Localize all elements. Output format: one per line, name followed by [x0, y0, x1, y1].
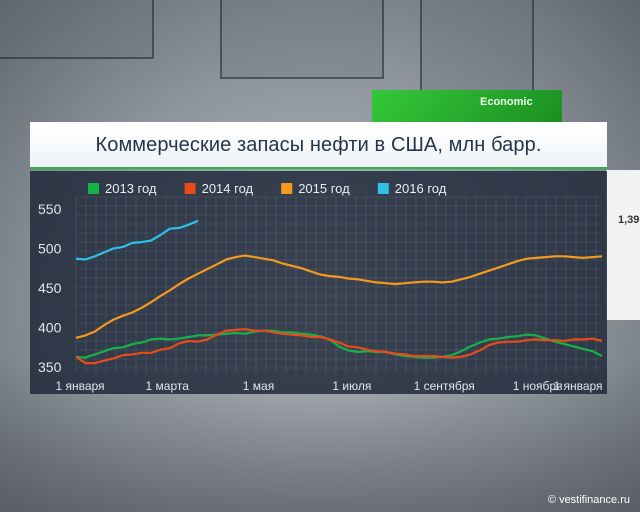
background-green-cube: [372, 90, 562, 122]
x-tick-label: 1 ноября: [513, 379, 563, 393]
chart-title: Коммерческие запасы нефти в США, млн бар…: [95, 134, 542, 156]
x-tick-label: 1 января: [553, 379, 602, 393]
x-tick-label: 1 июля: [332, 379, 371, 393]
y-tick-label: 500: [38, 240, 62, 256]
x-tick-label: 1 сентября: [414, 379, 475, 393]
x-tick-label: 1 марта: [146, 379, 190, 393]
background-side-panel: 1,39: [606, 170, 640, 320]
series-line: [75, 254, 603, 339]
legend-label: 2014 год: [202, 181, 254, 196]
series-line: [75, 328, 603, 365]
background-glass-box: [220, 0, 384, 79]
legend-swatch: [281, 183, 293, 194]
y-tick-label: 350: [38, 359, 62, 375]
chart-card: Коммерческие запасы нефти в США, млн бар…: [30, 122, 607, 394]
y-tick-label: 400: [38, 320, 62, 336]
chart-plot-panel: 350 400 450 500 550 1 января 1 марта 1 мая 1 июл…: [30, 171, 607, 394]
series-line: [75, 329, 603, 359]
watermark: © vestifinance.ru: [547, 494, 630, 506]
x-tick-label: 1 января: [55, 379, 104, 393]
x-tick-label: 1 мая: [243, 379, 274, 393]
legend-label: 2013 год: [105, 181, 157, 196]
legend-label: 2016 год: [395, 181, 447, 196]
background-glass-box: [420, 0, 534, 94]
line-chart: 350 400 450 500 550 1 января 1 марта 1 мая 1 июл…: [38, 181, 603, 393]
series-line: [75, 219, 199, 261]
y-tick-label: 550: [38, 201, 62, 217]
y-tick-label: 450: [38, 280, 62, 296]
background-economic-sign: Economic: [480, 96, 533, 108]
legend-swatch: [88, 183, 99, 194]
legend-swatch: [184, 183, 196, 194]
background-side-panel-number: 1,39: [618, 214, 640, 226]
chart-title-bar: Коммерческие запасы нефти в США, млн бар…: [30, 122, 607, 169]
legend-swatch: [377, 183, 389, 194]
title-accent-line: [30, 167, 607, 169]
background-glass-box: [0, 0, 154, 59]
legend-label: 2015 год: [298, 181, 350, 196]
